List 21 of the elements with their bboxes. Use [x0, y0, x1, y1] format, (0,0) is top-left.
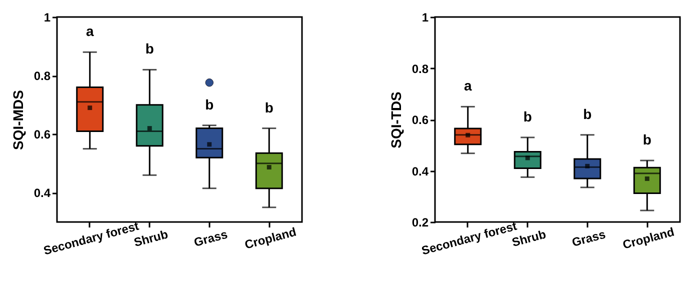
y-axis-title: SQI-TDS — [388, 92, 404, 148]
y-tick-label: 0.4 — [412, 164, 429, 178]
annotation: b — [205, 96, 214, 112]
y-tick-label: 0.8 — [412, 62, 429, 76]
y-tick-label: 0.2 — [412, 216, 429, 230]
x-tick-label: Grass — [192, 227, 230, 250]
y-tick-label: 0.6 — [412, 113, 429, 127]
annotation: a — [464, 78, 472, 94]
y-tick-label: 0.6 — [34, 128, 51, 142]
y-tick-label: 1 — [422, 10, 429, 24]
annotation: b — [642, 132, 652, 148]
annotation: b — [145, 40, 154, 57]
annotation: b — [583, 106, 592, 122]
annotation: b — [523, 108, 532, 124]
y-tick-label: 1 — [44, 10, 51, 24]
annotation: a — [86, 23, 94, 40]
y-tick-label: 0.4 — [34, 186, 51, 200]
annotation: b — [264, 99, 274, 116]
y-tick-label: 0.8 — [34, 69, 51, 84]
y-axis-title: SQI-MDS — [10, 90, 26, 150]
x-tick-label: Grass — [570, 227, 608, 250]
